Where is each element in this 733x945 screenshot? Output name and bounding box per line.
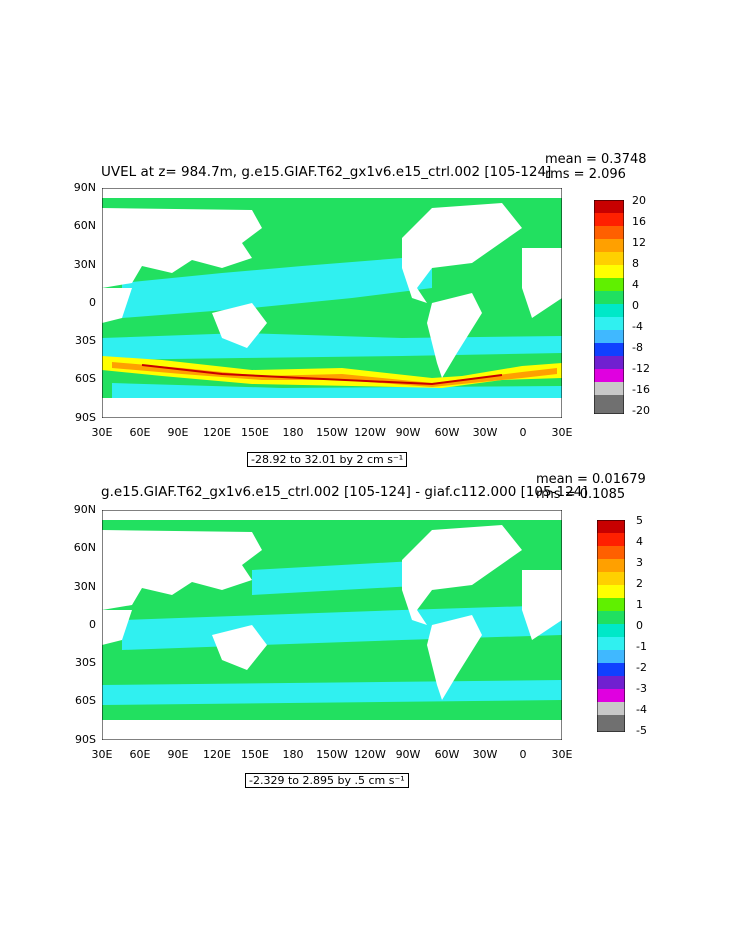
lon-label: 120E	[203, 748, 231, 761]
lat-label: 30N	[73, 580, 96, 593]
lon-label: 60E	[129, 748, 151, 761]
rms-label: rms = 2.096	[545, 167, 626, 182]
land-eurasia	[102, 530, 262, 610]
land-south-america	[427, 293, 482, 378]
lon-label: 30E	[551, 748, 573, 761]
lat-label: 60S	[75, 372, 96, 385]
land-north-america	[402, 525, 522, 625]
lat-label: 0	[89, 296, 96, 309]
colorbar-label: 16	[632, 215, 646, 228]
lon-label: 150E	[241, 748, 269, 761]
lon-label: 150W	[316, 748, 348, 761]
contour-range-label: -28.92 to 32.01 by 2 cm s⁻¹	[247, 452, 408, 467]
lon-label: 90E	[167, 426, 189, 439]
colorbar-label: 5	[636, 514, 643, 527]
lon-label: 60W	[434, 426, 460, 439]
colorbar	[596, 519, 626, 736]
lon-label: 90E	[167, 748, 189, 761]
colorbar-label: -3	[636, 682, 647, 695]
land-antarctica	[102, 398, 562, 418]
land-africa	[102, 288, 132, 323]
colorbar-label: -4	[632, 320, 643, 333]
lon-label: 30W	[472, 748, 498, 761]
acc-red	[141, 364, 503, 386]
panel-title: g.e15.GIAF.T62_gx1v6.e15_ctrl.002 [105-1…	[101, 484, 588, 500]
lat-label: 60N	[73, 219, 96, 232]
lon-label: 150E	[241, 426, 269, 439]
colorbar-label: 3	[636, 556, 643, 569]
lon-label: 30E	[551, 426, 573, 439]
lat-label: 90S	[75, 411, 96, 424]
colorbar	[593, 199, 625, 418]
lat-label: 90N	[73, 181, 96, 194]
land-arctic	[102, 188, 562, 198]
colorbar-label: -8	[632, 341, 643, 354]
colorbar-label: 4	[632, 278, 639, 291]
land-north-america	[402, 203, 522, 303]
colorbar-label: -20	[632, 404, 650, 417]
mean-label: mean = 0.3748	[545, 152, 647, 167]
lon-label: 150W	[316, 426, 348, 439]
lat-label: 0	[89, 618, 96, 631]
lon-label: 90W	[395, 426, 421, 439]
colorbar-label: -1	[636, 640, 647, 653]
contour-range-label: -2.329 to 2.895 by .5 cm s⁻¹	[245, 773, 409, 788]
lon-label: 60W	[434, 748, 460, 761]
lon-label: 90W	[395, 748, 421, 761]
land-africa-right	[522, 248, 562, 318]
colorbar-label: 2	[636, 577, 643, 590]
lon-label: 180	[282, 748, 304, 761]
lat-label: 30N	[73, 258, 96, 271]
land-africa-right	[522, 570, 562, 640]
colorbar-label: 1	[636, 598, 643, 611]
map-plot	[102, 188, 562, 418]
land-arctic	[102, 510, 562, 520]
colorbar-label: -2	[636, 661, 647, 674]
panel-difference: g.e15.GIAF.T62_gx1v6.e15_ctrl.002 [105-1…	[0, 470, 733, 800]
lat-label: 90S	[75, 733, 96, 746]
colorbar-label: 8	[632, 257, 639, 270]
colorbar-label: 4	[636, 535, 643, 548]
land-australia	[212, 303, 267, 348]
band-cyan	[122, 258, 432, 318]
colorbar-label: 0	[632, 299, 639, 312]
band-cyan	[252, 560, 432, 595]
acc-yellow	[102, 356, 562, 388]
lon-label: 0	[519, 426, 527, 439]
lat-label: 90N	[73, 503, 96, 516]
map-plot	[102, 510, 562, 740]
colorbar-label: -12	[632, 362, 650, 375]
land-antarctica	[102, 720, 562, 740]
mean-label: mean = 0.01679	[536, 472, 646, 487]
map-svg	[102, 510, 562, 740]
panel-title: UVEL at z= 984.7m, g.e15.GIAF.T62_gx1v6.…	[101, 164, 552, 180]
lon-label: 30E	[91, 748, 113, 761]
lon-label: 120W	[354, 426, 386, 439]
map-svg	[102, 188, 562, 418]
lon-label: 180	[282, 426, 304, 439]
lon-label: 30E	[91, 426, 113, 439]
land-eurasia	[102, 208, 262, 288]
land-africa	[102, 610, 132, 645]
lon-label: 120E	[203, 426, 231, 439]
lat-label: 30S	[75, 656, 96, 669]
lon-label: 30W	[472, 426, 498, 439]
colorbar-label: 20	[632, 194, 646, 207]
land-south-america	[427, 615, 482, 700]
lon-label: 120W	[354, 748, 386, 761]
land-australia	[212, 625, 267, 670]
lat-label: 60N	[73, 541, 96, 554]
colorbar-label: 12	[632, 236, 646, 249]
colorbar-label: -4	[636, 703, 647, 716]
panel-uvel: UVEL at z= 984.7m, g.e15.GIAF.T62_gx1v6.…	[0, 150, 733, 480]
lat-label: 30S	[75, 334, 96, 347]
colorbar-label: -5	[636, 724, 647, 737]
rms-label: rms = 0.1085	[536, 487, 626, 502]
lon-label: 60E	[129, 426, 151, 439]
acc-orange	[112, 362, 557, 387]
colorbar-label: 0	[636, 619, 643, 632]
colorbar-label: -16	[632, 383, 650, 396]
lat-label: 60S	[75, 694, 96, 707]
lon-label: 0	[519, 748, 527, 761]
